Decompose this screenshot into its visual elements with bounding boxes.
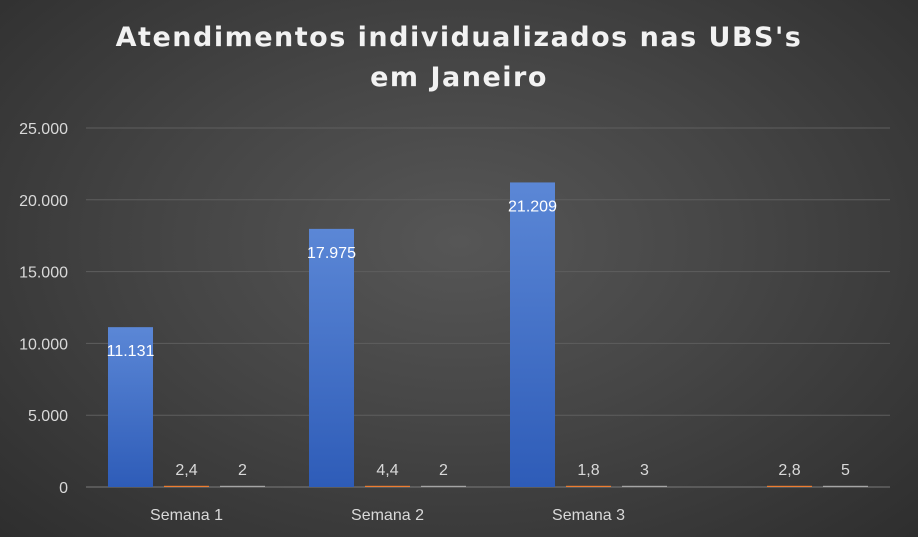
y-tick-label: 25.000 xyxy=(19,121,68,138)
y-tick-label: 5.000 xyxy=(28,408,68,425)
bar xyxy=(510,182,555,487)
bar xyxy=(309,228,354,487)
data-label: 5 xyxy=(841,462,850,479)
x-category-label: Semana 1 xyxy=(150,507,223,524)
y-tick-label: 10.000 xyxy=(19,336,68,353)
bar xyxy=(220,485,265,487)
bar xyxy=(622,485,667,487)
bar xyxy=(164,485,209,487)
bar xyxy=(566,485,611,487)
chart-title-line-1: Atendimentos individualizados nas UBS's xyxy=(115,22,803,53)
data-label: 2,8 xyxy=(778,462,800,479)
data-label: 2 xyxy=(238,462,247,479)
data-label: 17.975 xyxy=(307,245,356,262)
bar xyxy=(421,485,466,487)
data-label: 1,8 xyxy=(577,462,599,479)
bar xyxy=(108,327,153,487)
data-label: 21.209 xyxy=(508,198,557,215)
data-label: 2 xyxy=(439,462,448,479)
chart-title-line-2: em Janeiro xyxy=(370,62,548,93)
y-tick-label: 15.000 xyxy=(19,265,68,282)
bar xyxy=(823,485,868,487)
chart-title: Atendimentos individualizados nas UBS's … xyxy=(0,18,918,98)
y-tick-label: 20.000 xyxy=(19,193,68,210)
data-label: 11.131 xyxy=(107,343,155,360)
data-label: 4,4 xyxy=(376,462,398,479)
bar xyxy=(365,485,410,487)
y-tick-label: 0 xyxy=(59,480,68,497)
data-label: 3 xyxy=(640,462,649,479)
x-category-label: Semana 2 xyxy=(351,507,424,524)
x-category-label: Semana 3 xyxy=(552,507,625,524)
data-label: 2,4 xyxy=(175,462,197,479)
bar xyxy=(767,485,812,487)
